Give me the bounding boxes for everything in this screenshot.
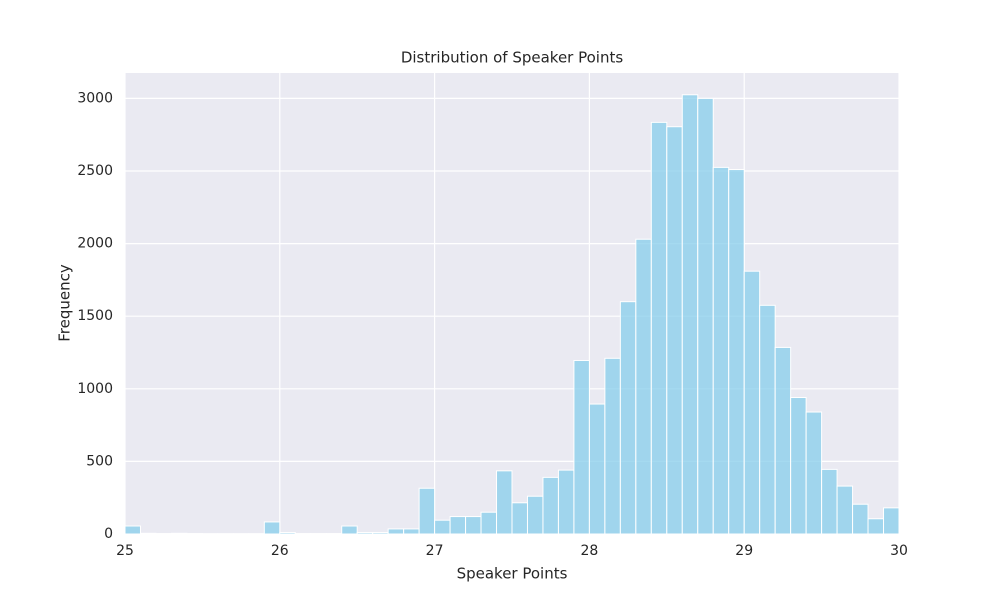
bar [466,517,481,534]
bar [357,533,372,534]
x-tick-label: 26 [271,543,289,559]
bar [171,533,186,534]
chart-title: Distribution of Speaker Points [401,49,624,67]
x-tick-label: 27 [426,543,444,559]
x-tick-label: 28 [580,543,598,559]
bar [419,488,434,534]
x-tick-label: 25 [116,543,134,559]
bar [125,526,140,534]
bar [853,504,868,534]
bar [729,170,744,534]
bar [837,486,852,534]
bar [636,239,651,534]
x-tick-label: 30 [890,543,908,559]
bar [435,520,450,534]
bar [574,360,589,534]
bar [589,404,604,534]
bar [791,398,806,534]
bar [140,533,155,534]
bar [481,512,496,534]
bar [868,519,883,534]
bar [512,503,527,534]
y-axis-label: Frequency [56,264,74,342]
bar [775,347,790,534]
bar [373,533,388,534]
y-tick-label: 3000 [77,90,113,106]
y-tick-label: 2000 [77,236,113,252]
bar [713,167,728,534]
bar [605,358,620,534]
bar [527,496,542,534]
bar [884,508,899,534]
bar [280,533,295,534]
bar [651,122,666,534]
bar [497,471,512,534]
bar [806,412,821,534]
bar [404,529,419,534]
bar [822,469,837,534]
bar [450,517,465,534]
bar [760,305,775,534]
y-tick-label: 1500 [77,308,113,324]
bar [342,526,357,534]
x-tick-label: 29 [735,543,753,559]
bar [667,127,682,534]
bar [698,98,713,534]
bar [264,522,279,534]
bar [744,271,759,534]
bar [543,477,558,534]
bar [620,302,635,534]
bar [558,470,573,534]
x-axis-label: Speaker Points [457,565,568,583]
bar [388,529,403,534]
y-tick-label: 1000 [77,381,113,397]
bar [682,95,697,534]
y-tick-label: 2500 [77,163,113,179]
y-tick-label: 0 [104,526,113,542]
y-tick-label: 500 [86,453,113,469]
